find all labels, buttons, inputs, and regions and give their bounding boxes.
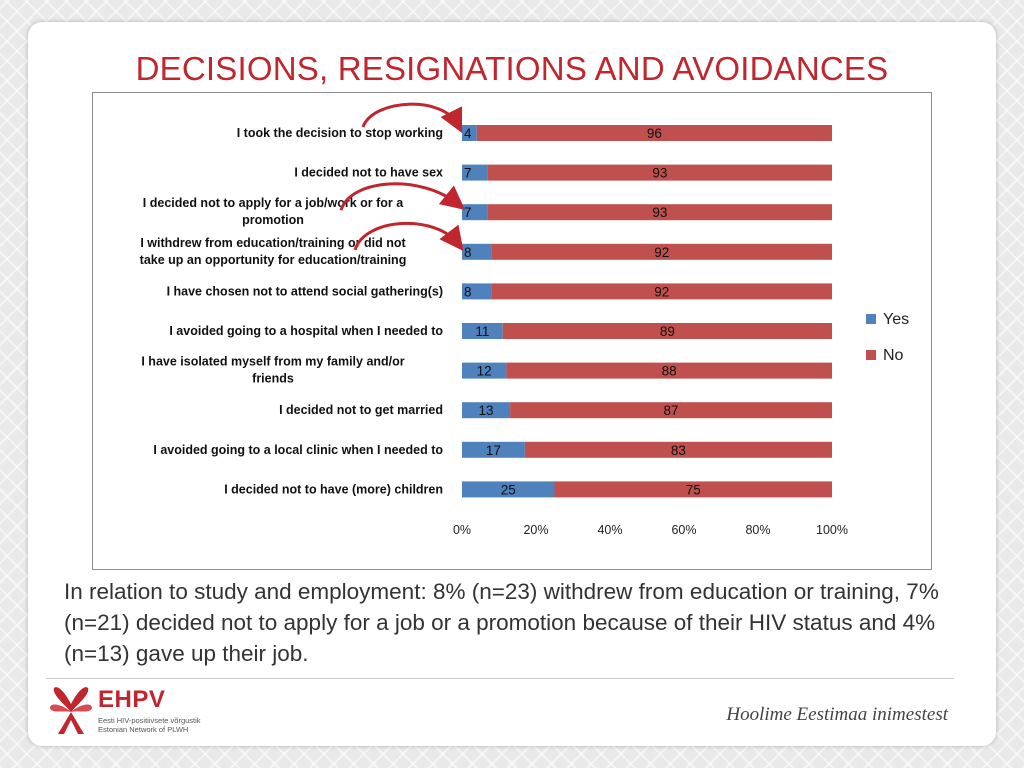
logo-subtitle-estonian: Eesti HIV-positiivsete võrgustik xyxy=(98,716,201,725)
logo-name: EHPV xyxy=(98,686,166,713)
data-label-yes-5: 11 xyxy=(475,324,489,339)
slide: DECISIONS, RESIGNATIONS AND AVOIDANCES 4… xyxy=(28,22,996,746)
data-label-no-9: 75 xyxy=(686,482,701,497)
bar-yes-9 xyxy=(462,481,555,498)
bar-no-6 xyxy=(506,362,832,379)
bar-yes-1 xyxy=(462,164,488,181)
legend-label-no: No xyxy=(883,347,904,364)
data-label-no-7: 87 xyxy=(664,403,679,418)
slogan: Hoolime Eestimaa inimestest xyxy=(726,704,948,725)
bar-no-2 xyxy=(487,204,832,221)
data-label-yes-7: 13 xyxy=(479,403,494,418)
data-label-no-3: 92 xyxy=(654,245,669,260)
bar-no-5 xyxy=(502,323,832,339)
data-label-no-2: 93 xyxy=(652,205,667,220)
category-label-6: I have isolated myself from my family an… xyxy=(141,355,404,386)
data-label-yes-6: 12 xyxy=(477,364,492,379)
data-label-yes-8: 17 xyxy=(486,443,501,458)
data-label-no-5: 89 xyxy=(660,324,675,339)
legend-swatch-no xyxy=(866,350,876,360)
category-label-2: I decided not to apply for a job/work or… xyxy=(143,196,404,227)
x-tick-label-1: 20% xyxy=(523,523,548,537)
legend-swatch-yes xyxy=(866,314,876,324)
data-label-no-0: 96 xyxy=(647,126,662,141)
data-label-yes-1: 7 xyxy=(464,166,472,181)
bar-yes-4 xyxy=(462,283,492,300)
ehpv-logo: EHPV Eesti HIV-positiivsete võrgustik Es… xyxy=(48,686,248,742)
x-tick-label-5: 100% xyxy=(816,523,848,537)
bar-yes-7 xyxy=(462,402,511,419)
logo-subtitle-english: Estonian Network of PLWH xyxy=(98,725,189,734)
bar-no-8 xyxy=(524,441,832,458)
data-label-yes-4: 8 xyxy=(464,284,472,299)
data-label-yes-3: 8 xyxy=(464,245,472,260)
data-label-no-1: 93 xyxy=(652,166,667,181)
ribbon-logo-icon xyxy=(50,687,92,734)
bar-yes-0 xyxy=(462,125,477,141)
chart-frame: 4 96 7 93 7 93 8 92 8 92 11 89 12 88 13 87 17 83 25 75 I to… xyxy=(92,92,932,570)
category-label-9: I decided not to have (more) children xyxy=(224,482,443,496)
x-tick-label-2: 40% xyxy=(597,523,622,537)
bar-yes-8 xyxy=(462,441,525,458)
category-label-7: I decided not to get married xyxy=(279,403,443,417)
x-tick-label-4: 80% xyxy=(745,523,770,537)
annotation-arrow-1 xyxy=(339,182,465,211)
bar-yes-3 xyxy=(462,243,492,260)
category-label-5: I avoided going to a hospital when I nee… xyxy=(169,324,443,338)
footer-divider xyxy=(46,678,954,679)
bar-yes-6 xyxy=(462,362,507,379)
category-label-0: I took the decision to stop working xyxy=(237,126,443,140)
data-label-yes-0: 4 xyxy=(464,126,472,141)
data-label-no-8: 83 xyxy=(671,443,686,458)
bar-no-1 xyxy=(487,164,832,181)
data-label-yes-9: 25 xyxy=(501,482,516,497)
x-tick-label-0: 0% xyxy=(453,523,471,537)
x-tick-label-3: 60% xyxy=(671,523,696,537)
bar-no-0 xyxy=(476,125,832,141)
bar-no-3 xyxy=(491,243,832,260)
data-label-no-6: 88 xyxy=(662,364,677,379)
slide-title: DECISIONS, RESIGNATIONS AND AVOIDANCES xyxy=(135,50,889,87)
bar-no-9 xyxy=(554,481,832,498)
stacked-bar-chart: 4 96 7 93 7 93 8 92 8 92 11 89 12 88 13 87 17 83 25 75 I to… xyxy=(140,102,909,537)
category-label-4: I have chosen not to attend social gathe… xyxy=(167,284,443,298)
caption-text: In relation to study and employment: 8% … xyxy=(64,579,939,666)
data-label-no-4: 92 xyxy=(654,284,669,299)
category-label-1: I decided not to have sex xyxy=(294,166,443,180)
bar-yes-2 xyxy=(462,204,488,221)
annotation-arrow-0 xyxy=(361,102,463,134)
bar-no-4 xyxy=(491,283,832,300)
category-label-8: I avoided going to a local clinic when I… xyxy=(153,443,443,457)
data-label-yes-2: 7 xyxy=(464,205,472,220)
bar-yes-5 xyxy=(462,323,503,339)
bar-no-7 xyxy=(510,402,832,419)
legend-label-yes: Yes xyxy=(883,311,909,328)
annotation-arrow-2 xyxy=(353,222,464,251)
category-label-3: I withdrew from education/training or di… xyxy=(140,236,407,267)
